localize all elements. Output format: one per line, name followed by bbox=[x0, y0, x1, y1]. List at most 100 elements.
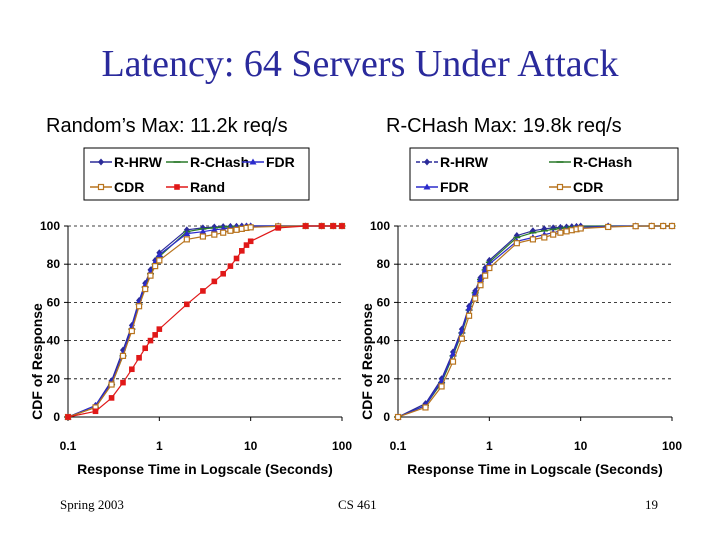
random-chart-point-rand-18 bbox=[247, 238, 254, 245]
random-chart-point-cdr-10 bbox=[183, 236, 190, 243]
rchash-chart-xtick-label-3: 100 bbox=[662, 439, 682, 453]
rchash-chart-point-cdr-3 bbox=[449, 358, 457, 365]
rchash-chart-x-axis-label: Response Time in Logscale (Seconds) bbox=[407, 461, 663, 477]
random-chart-point-rand-19 bbox=[275, 225, 281, 231]
random-chart-point-rand-10 bbox=[184, 301, 190, 308]
rchash-chart-ytick-label-5: 100 bbox=[370, 219, 390, 233]
chart-title-left: Random’s Max: 11.2k req/s bbox=[46, 115, 288, 137]
rchash-chart-point-cdr-13 bbox=[550, 231, 557, 238]
rchash-chart-point-cdr-22 bbox=[660, 222, 667, 230]
random-chart-point-rand-2 bbox=[108, 395, 115, 401]
random-chart-ytick-label-4: 80 bbox=[47, 257, 61, 271]
rchash-chart-point-cdr-23 bbox=[668, 222, 676, 230]
random-chart-legend-box bbox=[83, 147, 310, 201]
random-chart-point-rand-4 bbox=[129, 366, 135, 373]
random-chart-point-cdr-12 bbox=[211, 231, 218, 238]
rchash-chart-legend-label-cdr: CDR bbox=[573, 179, 603, 195]
rchash-chart-point-cdr-7 bbox=[477, 282, 484, 289]
rchash-chart-point-cdr-11 bbox=[529, 236, 537, 243]
random-chart-series-rand bbox=[65, 223, 345, 420]
random-chart-point-rand-12 bbox=[211, 278, 218, 285]
random-chart-series-cdr bbox=[64, 222, 346, 421]
random-chart-legend-label-fdr: FDR bbox=[266, 154, 295, 170]
rchash-chart-legend-label-fdr: FDR bbox=[440, 179, 469, 195]
random-chart-legend: R-HRW R-CHash FDR CDR Rand bbox=[83, 147, 310, 201]
rchash-chart-point-cdr-5 bbox=[465, 312, 473, 319]
random-chart-point-cdr-3 bbox=[119, 352, 127, 359]
random-chart-point-rand-3 bbox=[120, 379, 126, 386]
rchash-chart-point-cdr-15 bbox=[563, 228, 570, 235]
random-chart-legend-marker-r-hrw bbox=[98, 158, 104, 166]
random-chart-point-rand-1 bbox=[92, 408, 99, 415]
rchash-chart-point-cdr-6 bbox=[472, 295, 479, 302]
random-chart-point-rand-21 bbox=[318, 223, 325, 229]
rchash-chart-point-cdr-10 bbox=[513, 240, 520, 247]
random-chart-legend-marker-rand bbox=[174, 184, 180, 190]
rchash-chart-point-cdr-21 bbox=[648, 222, 655, 230]
rchash-chart-point-cdr-1 bbox=[422, 404, 429, 411]
random-chart-point-cdr-11 bbox=[199, 233, 207, 240]
random-chart-legend-label-cdr: CDR bbox=[114, 179, 144, 195]
random-chart-point-rand-13 bbox=[220, 270, 226, 277]
rchash-chart-point-fdr-5 bbox=[465, 304, 473, 311]
random-chart-point-cdr-6 bbox=[142, 285, 149, 293]
random-chart-point-fdr-9 bbox=[155, 251, 163, 258]
random-chart-point-fdr-11 bbox=[199, 228, 207, 235]
rchash-chart-xtick-label-1: 1 bbox=[486, 439, 493, 453]
rchash-chart-point-cdr-18 bbox=[577, 225, 584, 232]
rchash-chart-ytick-label-4: 80 bbox=[377, 257, 391, 271]
slide-title: Latency: 64 Servers Under Attack bbox=[101, 43, 619, 85]
rchash-chart-series-r-hrw bbox=[395, 222, 675, 421]
footer-date: Spring 2003 bbox=[60, 497, 124, 512]
random-chart-legend-label-r-chash: R-CHash bbox=[190, 154, 249, 170]
random-chart-ytick-label-5: 100 bbox=[40, 219, 60, 233]
rchash-chart-ytick-label-2: 40 bbox=[377, 334, 391, 348]
rchash-chart-point-cdr-2 bbox=[438, 383, 445, 390]
random-chart-legend-label-rand: Rand bbox=[190, 179, 225, 195]
random-chart-point-cdr-14 bbox=[227, 227, 234, 234]
random-chart-xtick-label-1: 1 bbox=[156, 439, 163, 453]
rchash-chart-ytick-label-1: 20 bbox=[377, 372, 391, 386]
chart-title-right: R-CHash Max: 19.8k req/s bbox=[386, 115, 622, 137]
random-chart-point-cdr-4 bbox=[128, 327, 135, 335]
random-chart-point-cdr-18 bbox=[247, 224, 254, 231]
latency-chart-random: R-HRW R-CHash FDR CDR Rand 0 20 40 60 80 100 0.1 1 10… bbox=[29, 147, 352, 477]
footer-page-number: 19 bbox=[645, 497, 658, 512]
rchash-chart-point-cdr-8 bbox=[482, 272, 489, 279]
rchash-chart-legend-marker-cdr bbox=[556, 183, 564, 191]
rchash-chart-xtick-label-0: 0.1 bbox=[390, 439, 407, 453]
random-chart-point-rand-22 bbox=[330, 223, 336, 229]
random-chart-point-rand-16 bbox=[239, 248, 245, 254]
random-chart-point-rand-8 bbox=[152, 332, 158, 338]
rchash-chart-legend-label-r-hrw: R-HRW bbox=[440, 154, 489, 170]
random-chart-point-cdr-7 bbox=[147, 272, 154, 279]
rchash-chart-point-cdr-4 bbox=[458, 335, 465, 342]
rchash-chart-point-cdr-14 bbox=[557, 229, 564, 236]
random-chart-series-fdr bbox=[64, 222, 346, 420]
rchash-chart-point-fdr-3 bbox=[449, 350, 457, 357]
rchash-chart-point-cdr-20 bbox=[632, 223, 639, 230]
rchash-chart-legend-marker-r-hrw bbox=[424, 158, 430, 166]
random-chart-point-cdr-8 bbox=[152, 263, 159, 270]
random-chart-point-rand-23 bbox=[339, 223, 345, 229]
random-chart-legend-marker-cdr bbox=[97, 183, 105, 191]
rchash-chart-y-axis-label: CDF of Response bbox=[359, 303, 375, 420]
random-chart-point-cdr-15 bbox=[233, 226, 240, 233]
random-chart-point-rand-6 bbox=[142, 345, 148, 352]
random-chart-x-axis-label: Response Time in Logscale (Seconds) bbox=[77, 461, 333, 477]
random-chart-point-rand-0 bbox=[65, 414, 71, 420]
rchash-chart-point-cdr-12 bbox=[541, 234, 548, 241]
random-chart-point-r-hrw-10 bbox=[183, 226, 190, 234]
rchash-chart-point-cdr-9 bbox=[486, 264, 493, 272]
rchash-chart-line-cdr bbox=[397, 225, 672, 418]
random-chart-point-rand-5 bbox=[136, 354, 142, 361]
random-chart-ytick-label-0: 0 bbox=[53, 410, 60, 424]
random-chart-ytick-label-3: 60 bbox=[47, 295, 61, 309]
rchash-chart-point-cdr-0 bbox=[394, 413, 402, 421]
rchash-chart-legend-label-r-chash: R-CHash bbox=[573, 154, 632, 170]
random-chart-legend-marker-fdr bbox=[249, 158, 257, 165]
random-chart-point-cdr-2 bbox=[108, 381, 115, 388]
random-chart-point-cdr-5 bbox=[135, 303, 143, 310]
rchash-chart-legend-marker-fdr bbox=[423, 183, 431, 190]
random-chart-xtick-label-0: 0.1 bbox=[60, 439, 77, 453]
